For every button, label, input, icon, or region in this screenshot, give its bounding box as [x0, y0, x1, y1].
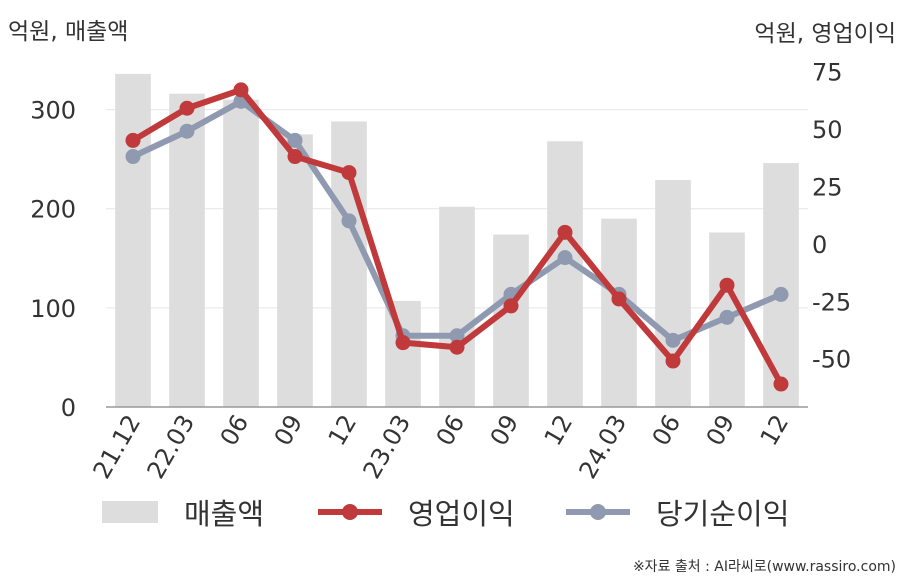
point-operating	[449, 339, 465, 355]
bar-sales	[169, 93, 205, 408]
left-tick-label: 100	[30, 295, 76, 323]
x-tick-label: 22.03	[142, 410, 201, 484]
point-operating	[233, 82, 249, 98]
x-tick-label: 06	[215, 410, 255, 450]
point-net	[665, 332, 681, 348]
x-tick-label: 23.03	[358, 410, 417, 484]
x-tick-label: 12	[323, 410, 363, 450]
bar-sales	[493, 234, 529, 407]
point-net	[557, 250, 573, 266]
profit-lines	[125, 82, 789, 392]
point-operating	[773, 376, 789, 392]
legend-label-sales: 매출액	[184, 497, 265, 531]
legend-label-operating: 영업이익	[408, 497, 515, 531]
point-operating	[665, 353, 681, 369]
point-operating	[341, 165, 357, 181]
right-tick-label: -25	[812, 288, 851, 316]
point-net	[341, 213, 357, 229]
bar-sales	[655, 179, 691, 407]
point-net	[449, 328, 465, 344]
bar-sales	[385, 300, 421, 407]
point-operating	[287, 149, 303, 165]
bar-sales	[277, 134, 313, 407]
point-net	[719, 309, 735, 325]
bar-sales	[547, 141, 583, 407]
left-tick-label: 200	[30, 196, 76, 224]
bar-sales	[439, 206, 475, 407]
source-credit: ※자료 출처 : AI라씨로(www.rassiro.com)	[632, 559, 896, 575]
legend-item-sales: 매출액	[102, 492, 264, 532]
point-operating	[719, 277, 735, 293]
legend-label-net: 당기순이익	[656, 497, 790, 531]
x-tick-label: 09	[485, 410, 525, 450]
point-operating	[395, 335, 411, 351]
point-operating	[179, 100, 195, 116]
bar-sales	[331, 121, 367, 408]
x-tick-label: 06	[647, 410, 687, 450]
right-tick-label: 0	[812, 231, 827, 259]
bar-sales	[763, 163, 799, 407]
legend-item-net: 당기순이익	[566, 492, 789, 532]
point-net	[179, 123, 195, 139]
left-tick-label: 0	[61, 394, 76, 422]
left-tick-label: 300	[30, 97, 76, 125]
right-tick-label: 75	[812, 58, 843, 86]
sales-bars	[115, 73, 799, 408]
point-operating	[611, 291, 627, 307]
right-axis-unit: 억원, 영업이익	[754, 21, 896, 47]
x-tick-label: 09	[701, 410, 741, 450]
point-net	[773, 286, 789, 302]
x-tick-label: 21.12	[88, 410, 147, 484]
x-tick-label: 12	[539, 410, 579, 450]
point-net	[287, 132, 303, 148]
x-tick-label: 12	[755, 410, 795, 450]
legend-item-operating: 영업이익	[318, 492, 515, 532]
right-tick-label: 50	[812, 116, 843, 144]
point-operating	[125, 132, 141, 148]
point-operating	[503, 298, 519, 314]
legend-swatch-sales	[102, 501, 158, 523]
x-tick-label: 06	[431, 410, 471, 450]
bar-sales	[223, 99, 259, 408]
bar-sales	[115, 73, 151, 407]
left-axis-ticks: 0 100 200 300	[30, 97, 76, 422]
x-tick-label: 24.03	[574, 410, 633, 484]
right-axis-ticks: -50 -25 0 25 50 75	[812, 58, 851, 373]
point-operating	[557, 224, 573, 240]
point-net	[125, 149, 141, 165]
x-tick-label: 09	[269, 410, 309, 450]
legend-swatch-net	[566, 501, 630, 523]
right-tick-label: 25	[812, 173, 843, 201]
right-tick-label: -50	[812, 346, 851, 374]
legend-swatch-operating	[318, 501, 382, 523]
left-axis-unit: 억원, 매출액	[8, 19, 129, 45]
